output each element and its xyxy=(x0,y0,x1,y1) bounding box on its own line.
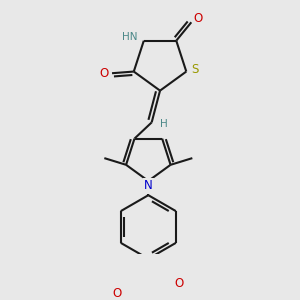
Text: S: S xyxy=(191,63,198,76)
Text: O: O xyxy=(113,287,122,300)
Text: H: H xyxy=(160,119,167,129)
Text: O: O xyxy=(99,67,108,80)
Text: N: N xyxy=(144,179,153,193)
Text: O: O xyxy=(175,278,184,290)
Text: HN: HN xyxy=(122,32,137,42)
Text: O: O xyxy=(194,12,202,26)
